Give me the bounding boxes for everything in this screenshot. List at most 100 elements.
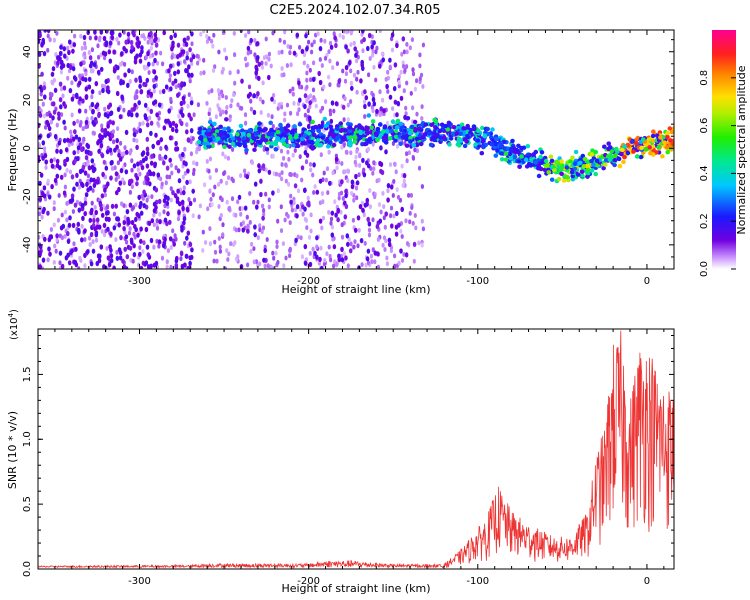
noise-speckle [349,42,353,47]
noise-speckle [159,137,164,143]
noise-speckle [402,173,407,179]
noise-speckle [356,215,361,221]
noise-speckle [165,264,169,269]
noise-speckle [263,263,267,269]
noise-speckle [60,235,64,241]
noise-speckle [327,49,331,54]
noise-speckle [340,246,344,252]
noise-speckle [292,50,297,56]
noise-speckle [353,227,358,233]
noise-speckle [248,220,252,225]
signal-band-cell [451,125,457,130]
noise-speckle [188,260,192,266]
noise-speckle [57,111,61,117]
noise-speckle [83,228,87,234]
noise-speckle [67,49,71,56]
noise-speckle [285,102,290,108]
noise-speckle [371,108,375,113]
x-tick-label: -200 [297,576,320,587]
noise-speckle [164,84,169,90]
noise-speckle [208,107,212,113]
signal-band-cell [257,121,262,126]
noise-speckle [52,222,56,228]
noise-speckle [80,45,84,51]
signal-band-cell [369,125,375,130]
noise-speckle [116,216,121,222]
noise-speckle [154,42,159,48]
noise-speckle [81,126,85,132]
noise-speckle [59,60,64,66]
noise-speckle [239,211,243,217]
noise-speckle [82,60,86,65]
signal-band-cell [398,121,404,127]
noise-speckle [312,190,316,195]
noise-speckle [73,129,77,135]
noise-speckle [329,44,334,50]
noise-speckle [362,37,366,43]
noise-speckle [237,227,241,233]
noise-speckle [100,229,104,234]
noise-speckle [314,32,318,38]
noise-speckle [41,140,46,146]
noise-speckle [99,66,104,72]
noise-speckle [74,134,79,140]
noise-speckle [337,257,342,263]
noise-speckle [217,204,221,209]
noise-speckle [89,261,94,267]
noise-speckle [145,163,150,169]
noise-speckle [344,44,348,50]
noise-speckle [203,182,207,188]
noise-speckle [346,117,350,122]
noise-speckle [140,151,145,157]
noise-speckle [152,262,157,268]
noise-speckle [116,106,121,112]
noise-speckle [52,260,56,265]
noise-speckle [152,69,157,75]
noise-speckle [327,244,331,250]
noise-speckle [376,237,380,242]
noise-speckle [78,255,82,261]
noise-speckle [394,231,399,237]
noise-speckle [293,207,298,213]
noise-speckle [138,52,143,58]
noise-speckle [356,243,360,249]
signal-band-cell [559,159,564,164]
noise-speckle [157,243,161,249]
noise-speckle [315,189,320,195]
noise-speckle [39,91,43,97]
noise-speckle [187,112,191,118]
noise-speckle [156,121,160,126]
signal-band-cell [222,144,227,149]
noise-speckle [237,194,242,200]
noise-speckle [156,140,160,146]
noise-speckle [176,69,181,75]
noise-speckle [57,115,61,121]
noise-speckle [295,32,300,38]
signal-band-cell [328,139,333,145]
noise-speckle [92,182,97,188]
noise-speckle [405,151,409,157]
noise-speckle [337,82,341,88]
noise-speckle [128,179,132,185]
noise-speckle [343,169,347,175]
noise-speckle [262,257,266,263]
noise-speckle [72,42,77,48]
noise-speckle [330,232,335,238]
noise-speckle [135,144,139,150]
signal-band-cell [430,136,436,141]
signal-band-cell [650,133,656,139]
noise-speckle [78,168,83,175]
noise-speckle [261,163,266,169]
noise-speckle [58,97,63,103]
noise-speckle [340,222,344,228]
signal-band-cell [482,133,488,138]
signal-band-cell [559,171,564,176]
noise-speckle [110,203,115,209]
signal-band-cell [282,133,288,138]
signal-band-cell [302,133,308,138]
noise-speckle [85,181,89,187]
signal-band-cell [447,142,452,147]
noise-speckle [283,217,287,223]
noise-speckle [342,251,346,257]
signal-band-cell [246,132,252,138]
